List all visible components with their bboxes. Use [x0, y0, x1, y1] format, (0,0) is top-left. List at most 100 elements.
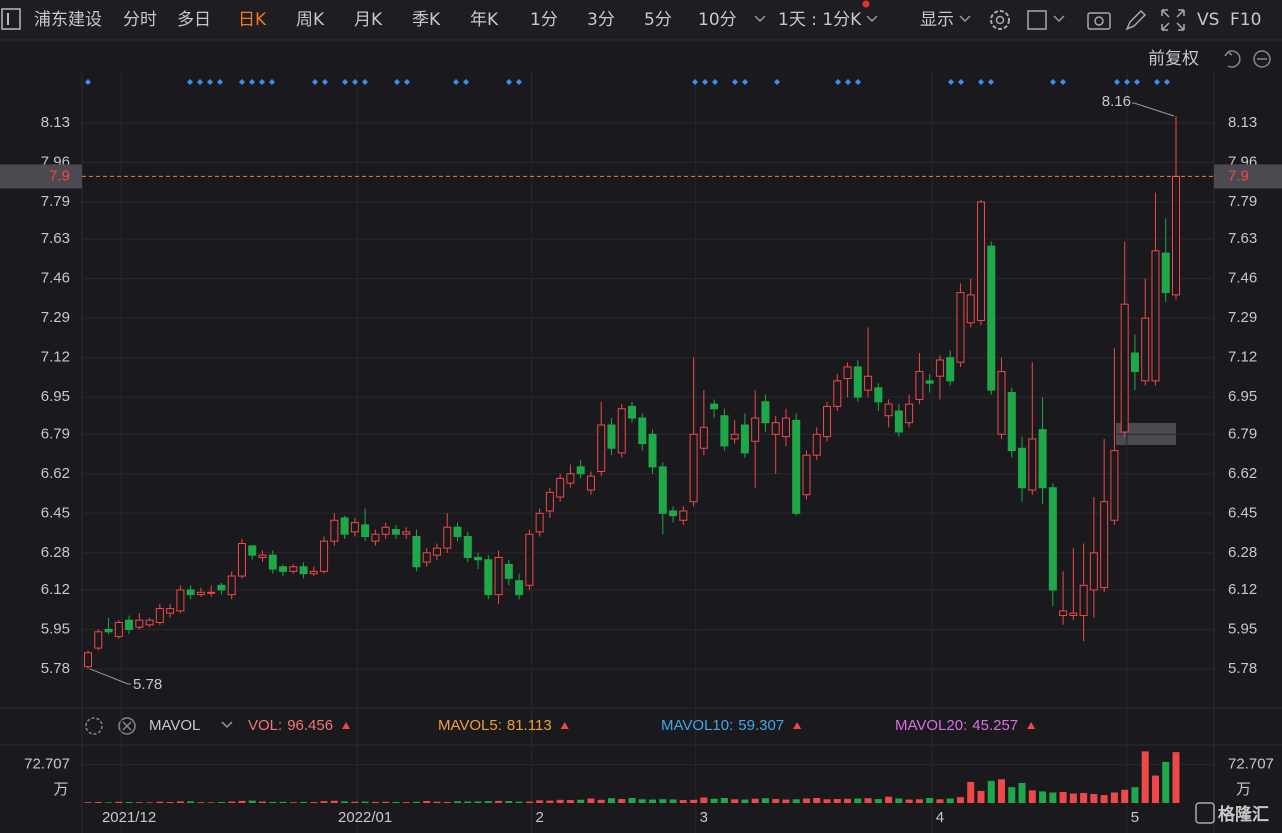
event-marker[interactable] [269, 79, 275, 85]
event-marker[interactable] [988, 79, 994, 85]
candle-body [176, 589, 185, 612]
period-tab[interactable]: 1分 [530, 10, 558, 30]
x-tick-label: 5 [1131, 809, 1139, 826]
display-menu[interactable]: 显示 [920, 10, 954, 30]
event-marker[interactable] [732, 79, 738, 85]
event-marker[interactable] [394, 79, 400, 85]
chevron[interactable] [1053, 15, 1065, 23]
stock-name[interactable]: 浦东建设 [34, 10, 102, 30]
event-marker[interactable] [463, 79, 469, 85]
undo-icon[interactable] [1224, 50, 1241, 68]
checkbox-icon[interactable] [1027, 10, 1047, 30]
candle-body [699, 426, 708, 449]
event-marker[interactable] [187, 79, 193, 85]
event-marker[interactable] [516, 79, 522, 85]
event-marker[interactable] [362, 79, 368, 85]
f10-button[interactable]: F10 [1230, 10, 1261, 30]
event-marker[interactable] [1134, 79, 1140, 85]
candle-body [515, 580, 524, 596]
candle-body [761, 401, 770, 424]
period-tab[interactable]: 10分 [698, 10, 737, 30]
event-marker[interactable] [958, 79, 964, 85]
event-marker[interactable] [239, 79, 245, 85]
settings-icon[interactable] [990, 10, 1010, 30]
event-marker[interactable] [453, 79, 459, 85]
event-marker[interactable] [352, 79, 358, 85]
chevron[interactable] [754, 15, 766, 23]
collapse-icon[interactable] [1253, 50, 1271, 68]
candle-body [1069, 612, 1078, 617]
chevron[interactable] [866, 15, 878, 23]
period-tab[interactable]: 5分 [644, 10, 672, 30]
event-marker[interactable] [506, 79, 512, 85]
candle-body [207, 591, 216, 594]
volume-bar [566, 800, 574, 803]
event-marker[interactable] [702, 79, 708, 85]
y-tick-label: 5.78 [41, 660, 70, 677]
period-tab[interactable]: 3分 [587, 10, 615, 30]
y-tick-label: 7.29 [1228, 309, 1257, 326]
candle-body [781, 417, 790, 438]
period-tab[interactable]: 日K [238, 10, 267, 30]
period-tab[interactable]: 周K [296, 10, 325, 30]
event-marker[interactable] [948, 79, 954, 85]
event-marker[interactable] [692, 79, 698, 85]
indicator-name[interactable]: MAVOL [149, 717, 200, 734]
indicator-close[interactable] [118, 717, 136, 735]
volume-bar [967, 781, 975, 803]
event-marker[interactable] [217, 79, 223, 85]
event-marker[interactable] [835, 79, 841, 85]
event-marker[interactable] [855, 79, 861, 85]
event-marker[interactable] [322, 79, 328, 85]
camera-icon[interactable] [1087, 12, 1111, 30]
event-marker[interactable] [312, 79, 318, 85]
event-marker[interactable] [207, 79, 213, 85]
volume-bar [289, 802, 297, 803]
candle-body [1089, 552, 1098, 591]
event-marker[interactable] [742, 79, 748, 85]
menu-icon[interactable] [1, 8, 21, 30]
event-marker[interactable] [85, 79, 91, 85]
volume-bar [659, 799, 667, 803]
event-marker[interactable] [1164, 79, 1170, 85]
event-marker[interactable] [845, 79, 851, 85]
chevron[interactable] [221, 721, 233, 729]
event-marker[interactable] [712, 79, 718, 85]
event-marker[interactable] [197, 79, 203, 85]
event-marker[interactable] [259, 79, 265, 85]
indicator-settings[interactable] [85, 717, 103, 735]
period-tab[interactable]: 多日 [177, 10, 211, 30]
y-tick-label: 6.45 [41, 504, 70, 521]
expand-icon[interactable] [1161, 9, 1185, 31]
candle-body [196, 591, 205, 596]
candle-body [730, 433, 739, 440]
last-price-box [0, 164, 82, 189]
candle-body [258, 554, 267, 558]
candle-body [535, 512, 544, 533]
candle-body [463, 536, 472, 558]
event-marker[interactable] [1060, 79, 1066, 85]
event-marker[interactable] [404, 79, 410, 85]
pencil-icon[interactable] [1125, 9, 1147, 31]
volume-bar [1141, 751, 1149, 803]
volume-bar [361, 801, 369, 803]
event-marker[interactable] [1124, 79, 1130, 85]
adjust-mode[interactable]: 前复权 [1148, 49, 1199, 69]
candle-body [453, 526, 462, 538]
period-tab[interactable]: 月K [354, 10, 383, 30]
candle-body [248, 545, 257, 556]
event-marker[interactable] [1114, 79, 1120, 85]
period-tab[interactable]: 分时 [123, 10, 157, 30]
period-tab[interactable]: 年K [470, 10, 499, 30]
event-marker[interactable] [1154, 79, 1160, 85]
event-marker[interactable] [342, 79, 348, 85]
candle-body [874, 387, 883, 403]
interval-select[interactable]: 1天 : 1分K [778, 10, 862, 30]
event-marker[interactable] [774, 79, 780, 85]
vs-button[interactable]: VS [1197, 10, 1219, 30]
event-marker[interactable] [1050, 79, 1056, 85]
chevron[interactable] [959, 15, 971, 23]
event-marker[interactable] [978, 79, 984, 85]
period-tab[interactable]: 季K [412, 10, 441, 30]
event-marker[interactable] [249, 79, 255, 85]
